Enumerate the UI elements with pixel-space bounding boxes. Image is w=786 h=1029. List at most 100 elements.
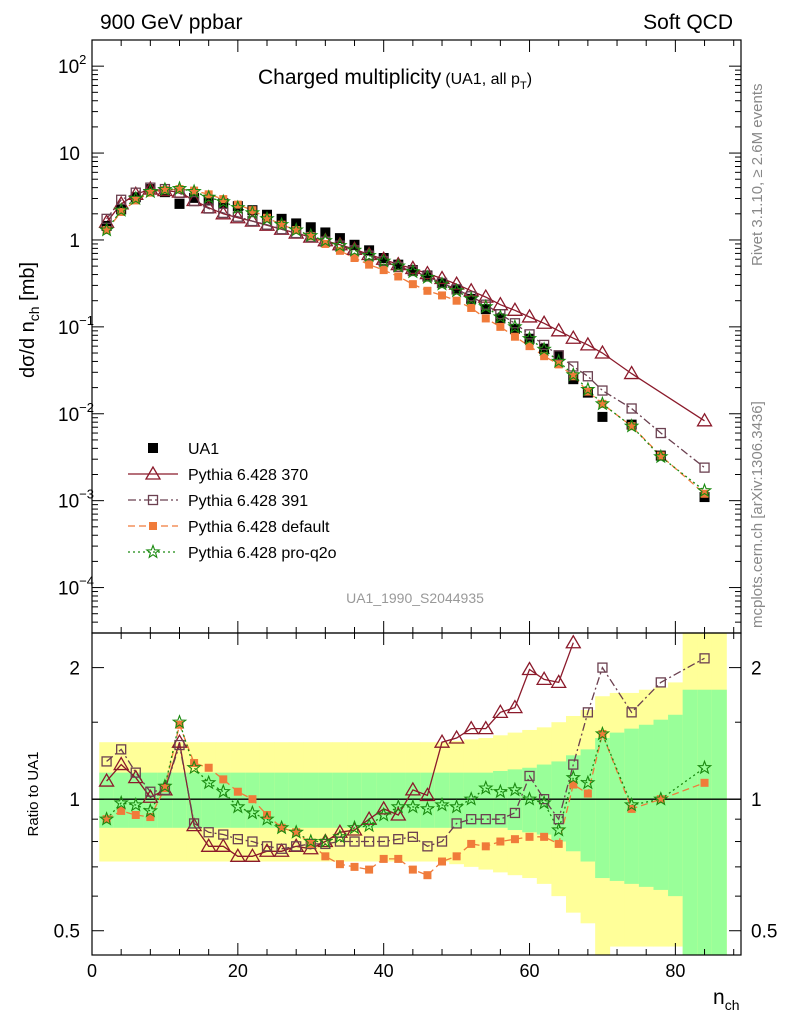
ratio-point-sdef [700,778,709,787]
main-point-sq2o [419,269,436,284]
ratio-point-s370 [200,838,217,852]
main-point-s370 [550,322,567,337]
main-point-sdef [277,220,286,229]
main-point-data [305,222,316,233]
ratio-point-s370 [550,674,567,689]
main-point-sq2o [346,242,363,257]
main-point-sq2o [696,482,713,498]
ratio-point-sq2o [594,725,611,741]
main-point-sq2o [375,253,392,268]
legend-marker-data [148,443,158,453]
ratio-point-sq2o [244,804,261,820]
x-tick-label: 20 [228,961,248,981]
x-tick-label: 0 [87,961,97,981]
ratio-y-tick-label-left: 0.5 [54,922,80,943]
legend-label: Pythia 6.428 pro-q2o [188,545,337,562]
main-point-sdef [365,260,374,269]
main-point-data [597,411,608,422]
band-inner-segment [638,724,654,887]
ratio-point-s370 [419,787,436,802]
main-point-s391 [626,403,637,414]
ratio-point-s391 [232,834,243,845]
ratio-point-sq2o [200,774,217,790]
ratio-point-sq2o [142,802,159,818]
ratio-point-sdef [365,865,374,874]
ratio-point-sdef [569,780,578,789]
ratio-point-sq2o [434,796,450,812]
x-tick-label: 40 [374,961,394,981]
ratio-point-s370 [375,800,392,815]
main-point-sdef [102,226,111,235]
ratio-point-sq2o [565,769,582,785]
band-inner-segment [653,719,669,890]
ratio-point-s370 [404,781,421,796]
ratio-point-s370 [565,634,582,649]
ratio-point-s391 [568,759,579,770]
ratio-point-sq2o [273,819,290,835]
main-point-sdef [394,272,403,281]
plot-title-sub: (UA1, all p [445,71,520,88]
ratio-point-s391 [451,818,462,829]
band-inner-segment [376,772,392,828]
ratio-point-s391 [524,770,535,782]
main-point-s370 [229,209,246,224]
ratio-point-sdef [292,828,301,837]
main-y-axis-label: dσ/d nch [mb] [17,262,42,378]
main-point-sdef [190,186,199,195]
main-point-s391 [188,195,200,207]
header-left: 900 GeV ppbar [100,11,242,34]
main-point-s391 [699,462,710,473]
plot-title-sub-t: T [520,80,527,92]
legend-label: Pythia 6.428 default [188,519,330,536]
main-point-data [174,198,185,209]
ratio-point-sq2o [171,714,188,729]
main-point-data [422,270,433,281]
main-point-s391 [218,207,229,219]
main-point-data [407,265,418,276]
ratio-point-sq2o [492,783,508,799]
main-y-tick-label: 10−1 [58,313,94,339]
main-point-sdef [350,254,359,263]
main-point-sq2o [405,263,421,279]
main-point-data [393,259,404,270]
main-point-sdef [306,232,315,241]
main-point-sq2o [580,381,596,397]
ratio-point-sq2o [580,774,596,790]
ratio-point-sq2o [346,819,363,835]
main-point-data [378,253,389,264]
main-point-s370 [463,282,480,297]
ratio-point-s391 [626,707,637,718]
ratio-point-sq2o [303,833,319,849]
band-inner-segment [668,714,684,897]
ratio-y-tick-label-left: 2 [69,659,80,680]
legend-marker-s391 [147,494,159,506]
band-inner-segment [361,772,377,828]
main-point-sq2o [521,330,538,346]
ratio-point-sdef [627,804,636,813]
ratio-point-sq2o [157,778,173,793]
main-point-sdef [263,213,272,222]
main-point-sq2o [434,276,450,291]
ratio-point-sdef [102,815,111,824]
ratio-point-sq2o [288,824,304,839]
ratio-point-sdef [117,806,126,815]
main-point-sq2o [200,189,217,204]
ratio-bands [92,633,741,955]
ratio-point-sdef [321,852,330,861]
main-point-sq2o [507,318,523,334]
main-point-s370 [579,336,596,351]
main-point-sq2o [594,395,611,411]
main-point-sq2o [244,204,261,220]
ratio-point-sq2o [536,794,552,810]
band-inner-segment [580,749,596,862]
ratio-point-sq2o [317,833,333,849]
main-point-data [218,198,229,209]
analysis-watermark: UA1_1990_S2044935 [346,590,484,606]
band-inner-segment [186,772,202,828]
ratio-point-sdef [583,789,592,798]
plot-title-main: Charged multiplicity [258,66,442,89]
ratio-point-s391 [436,836,448,847]
main-point-s370 [404,260,421,275]
main-point-sq2o [230,199,246,215]
